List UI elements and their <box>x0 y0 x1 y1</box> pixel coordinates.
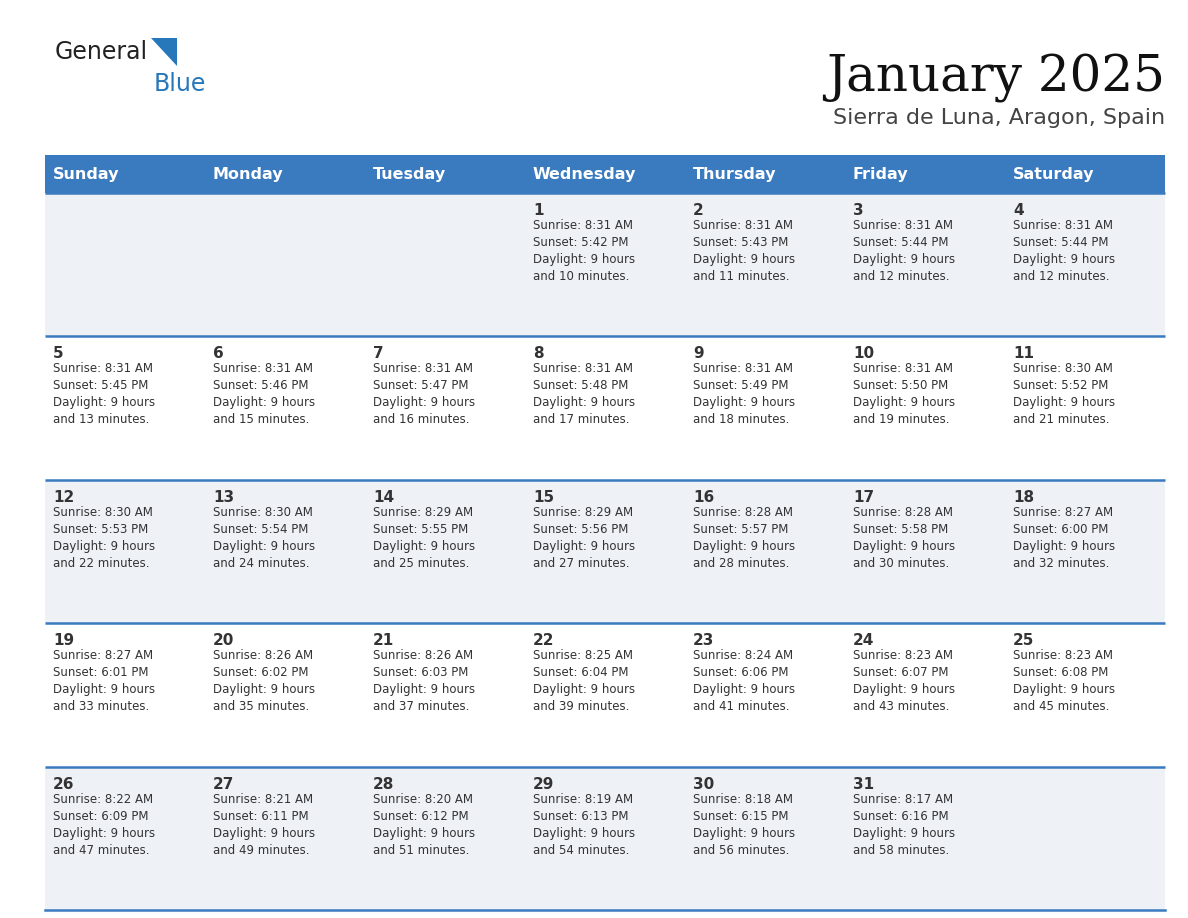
Text: Sunrise: 8:31 AM
Sunset: 5:46 PM
Daylight: 9 hours
and 15 minutes.: Sunrise: 8:31 AM Sunset: 5:46 PM Dayligh… <box>213 363 315 426</box>
Text: Sunday: Sunday <box>53 166 120 182</box>
Text: Monday: Monday <box>213 166 284 182</box>
Text: Sunrise: 8:26 AM
Sunset: 6:02 PM
Daylight: 9 hours
and 35 minutes.: Sunrise: 8:26 AM Sunset: 6:02 PM Dayligh… <box>213 649 315 713</box>
Text: Saturday: Saturday <box>1013 166 1094 182</box>
Text: Tuesday: Tuesday <box>373 166 447 182</box>
Text: Sunrise: 8:23 AM
Sunset: 6:08 PM
Daylight: 9 hours
and 45 minutes.: Sunrise: 8:23 AM Sunset: 6:08 PM Dayligh… <box>1013 649 1116 713</box>
Text: 28: 28 <box>373 777 394 791</box>
Bar <box>45 155 206 193</box>
Text: 18: 18 <box>1013 490 1034 505</box>
Bar <box>525 155 685 193</box>
Text: Sunrise: 8:31 AM
Sunset: 5:50 PM
Daylight: 9 hours
and 19 minutes.: Sunrise: 8:31 AM Sunset: 5:50 PM Dayligh… <box>853 363 955 426</box>
Text: 14: 14 <box>373 490 394 505</box>
Text: 9: 9 <box>693 346 703 362</box>
Text: Sunrise: 8:31 AM
Sunset: 5:44 PM
Daylight: 9 hours
and 12 minutes.: Sunrise: 8:31 AM Sunset: 5:44 PM Dayligh… <box>853 219 955 283</box>
Bar <box>206 155 365 193</box>
Text: 31: 31 <box>853 777 874 791</box>
Text: Sunrise: 8:20 AM
Sunset: 6:12 PM
Daylight: 9 hours
and 51 minutes.: Sunrise: 8:20 AM Sunset: 6:12 PM Dayligh… <box>373 792 475 856</box>
Text: 21: 21 <box>373 633 394 648</box>
Text: Sunrise: 8:21 AM
Sunset: 6:11 PM
Daylight: 9 hours
and 49 minutes.: Sunrise: 8:21 AM Sunset: 6:11 PM Dayligh… <box>213 792 315 856</box>
Text: Sunrise: 8:31 AM
Sunset: 5:43 PM
Daylight: 9 hours
and 11 minutes.: Sunrise: 8:31 AM Sunset: 5:43 PM Dayligh… <box>693 219 795 283</box>
Text: Sunrise: 8:26 AM
Sunset: 6:03 PM
Daylight: 9 hours
and 37 minutes.: Sunrise: 8:26 AM Sunset: 6:03 PM Dayligh… <box>373 649 475 713</box>
Text: Sunrise: 8:19 AM
Sunset: 6:13 PM
Daylight: 9 hours
and 54 minutes.: Sunrise: 8:19 AM Sunset: 6:13 PM Dayligh… <box>533 792 636 856</box>
Bar <box>45 767 1165 910</box>
Text: Sunrise: 8:22 AM
Sunset: 6:09 PM
Daylight: 9 hours
and 47 minutes.: Sunrise: 8:22 AM Sunset: 6:09 PM Dayligh… <box>53 792 156 856</box>
Bar <box>1005 155 1165 193</box>
Text: 16: 16 <box>693 490 714 505</box>
Text: Sunrise: 8:17 AM
Sunset: 6:16 PM
Daylight: 9 hours
and 58 minutes.: Sunrise: 8:17 AM Sunset: 6:16 PM Dayligh… <box>853 792 955 856</box>
Text: General: General <box>55 40 148 64</box>
Text: Sunrise: 8:31 AM
Sunset: 5:48 PM
Daylight: 9 hours
and 17 minutes.: Sunrise: 8:31 AM Sunset: 5:48 PM Dayligh… <box>533 363 636 426</box>
Text: Wednesday: Wednesday <box>533 166 637 182</box>
Text: 22: 22 <box>533 633 555 648</box>
Text: 25: 25 <box>1013 633 1035 648</box>
Text: Sunrise: 8:31 AM
Sunset: 5:42 PM
Daylight: 9 hours
and 10 minutes.: Sunrise: 8:31 AM Sunset: 5:42 PM Dayligh… <box>533 219 636 283</box>
Text: Sunrise: 8:31 AM
Sunset: 5:45 PM
Daylight: 9 hours
and 13 minutes.: Sunrise: 8:31 AM Sunset: 5:45 PM Dayligh… <box>53 363 156 426</box>
Text: 13: 13 <box>213 490 234 505</box>
Text: Sunrise: 8:27 AM
Sunset: 6:00 PM
Daylight: 9 hours
and 32 minutes.: Sunrise: 8:27 AM Sunset: 6:00 PM Dayligh… <box>1013 506 1116 570</box>
Bar <box>45 623 1165 767</box>
Text: Sunrise: 8:30 AM
Sunset: 5:53 PM
Daylight: 9 hours
and 22 minutes.: Sunrise: 8:30 AM Sunset: 5:53 PM Dayligh… <box>53 506 156 570</box>
Text: 8: 8 <box>533 346 544 362</box>
Text: Sunrise: 8:25 AM
Sunset: 6:04 PM
Daylight: 9 hours
and 39 minutes.: Sunrise: 8:25 AM Sunset: 6:04 PM Dayligh… <box>533 649 636 713</box>
Text: Sunrise: 8:18 AM
Sunset: 6:15 PM
Daylight: 9 hours
and 56 minutes.: Sunrise: 8:18 AM Sunset: 6:15 PM Dayligh… <box>693 792 795 856</box>
Text: 26: 26 <box>53 777 75 791</box>
Text: Sunrise: 8:28 AM
Sunset: 5:57 PM
Daylight: 9 hours
and 28 minutes.: Sunrise: 8:28 AM Sunset: 5:57 PM Dayligh… <box>693 506 795 570</box>
Text: Sunrise: 8:31 AM
Sunset: 5:44 PM
Daylight: 9 hours
and 12 minutes.: Sunrise: 8:31 AM Sunset: 5:44 PM Dayligh… <box>1013 219 1116 283</box>
Text: Sunrise: 8:27 AM
Sunset: 6:01 PM
Daylight: 9 hours
and 33 minutes.: Sunrise: 8:27 AM Sunset: 6:01 PM Dayligh… <box>53 649 156 713</box>
Text: Sunrise: 8:30 AM
Sunset: 5:54 PM
Daylight: 9 hours
and 24 minutes.: Sunrise: 8:30 AM Sunset: 5:54 PM Dayligh… <box>213 506 315 570</box>
Text: Sierra de Luna, Aragon, Spain: Sierra de Luna, Aragon, Spain <box>833 108 1165 128</box>
Text: 1: 1 <box>533 203 543 218</box>
Bar <box>45 193 1165 336</box>
Bar <box>45 336 1165 480</box>
Bar <box>45 480 1165 623</box>
Text: Thursday: Thursday <box>693 166 777 182</box>
Text: 7: 7 <box>373 346 384 362</box>
Bar <box>365 155 525 193</box>
Text: 2: 2 <box>693 203 703 218</box>
Text: 17: 17 <box>853 490 874 505</box>
Text: January 2025: January 2025 <box>826 53 1165 103</box>
Text: 3: 3 <box>853 203 864 218</box>
Text: Sunrise: 8:28 AM
Sunset: 5:58 PM
Daylight: 9 hours
and 30 minutes.: Sunrise: 8:28 AM Sunset: 5:58 PM Dayligh… <box>853 506 955 570</box>
Text: Sunrise: 8:31 AM
Sunset: 5:47 PM
Daylight: 9 hours
and 16 minutes.: Sunrise: 8:31 AM Sunset: 5:47 PM Dayligh… <box>373 363 475 426</box>
Text: Sunrise: 8:23 AM
Sunset: 6:07 PM
Daylight: 9 hours
and 43 minutes.: Sunrise: 8:23 AM Sunset: 6:07 PM Dayligh… <box>853 649 955 713</box>
Text: 6: 6 <box>213 346 223 362</box>
Text: 11: 11 <box>1013 346 1034 362</box>
Text: 20: 20 <box>213 633 234 648</box>
Text: Sunrise: 8:29 AM
Sunset: 5:56 PM
Daylight: 9 hours
and 27 minutes.: Sunrise: 8:29 AM Sunset: 5:56 PM Dayligh… <box>533 506 636 570</box>
Text: 10: 10 <box>853 346 874 362</box>
Text: 4: 4 <box>1013 203 1024 218</box>
Text: 12: 12 <box>53 490 74 505</box>
Text: Blue: Blue <box>154 72 207 96</box>
Text: 29: 29 <box>533 777 555 791</box>
Text: 24: 24 <box>853 633 874 648</box>
Text: 19: 19 <box>53 633 74 648</box>
Bar <box>845 155 1005 193</box>
Text: 5: 5 <box>53 346 64 362</box>
Text: Sunrise: 8:29 AM
Sunset: 5:55 PM
Daylight: 9 hours
and 25 minutes.: Sunrise: 8:29 AM Sunset: 5:55 PM Dayligh… <box>373 506 475 570</box>
Text: Sunrise: 8:31 AM
Sunset: 5:49 PM
Daylight: 9 hours
and 18 minutes.: Sunrise: 8:31 AM Sunset: 5:49 PM Dayligh… <box>693 363 795 426</box>
Text: 15: 15 <box>533 490 554 505</box>
Text: 27: 27 <box>213 777 234 791</box>
Text: Friday: Friday <box>853 166 909 182</box>
Polygon shape <box>151 38 177 66</box>
Text: Sunrise: 8:24 AM
Sunset: 6:06 PM
Daylight: 9 hours
and 41 minutes.: Sunrise: 8:24 AM Sunset: 6:06 PM Dayligh… <box>693 649 795 713</box>
Text: Sunrise: 8:30 AM
Sunset: 5:52 PM
Daylight: 9 hours
and 21 minutes.: Sunrise: 8:30 AM Sunset: 5:52 PM Dayligh… <box>1013 363 1116 426</box>
Bar <box>685 155 845 193</box>
Text: 23: 23 <box>693 633 714 648</box>
Text: 30: 30 <box>693 777 714 791</box>
